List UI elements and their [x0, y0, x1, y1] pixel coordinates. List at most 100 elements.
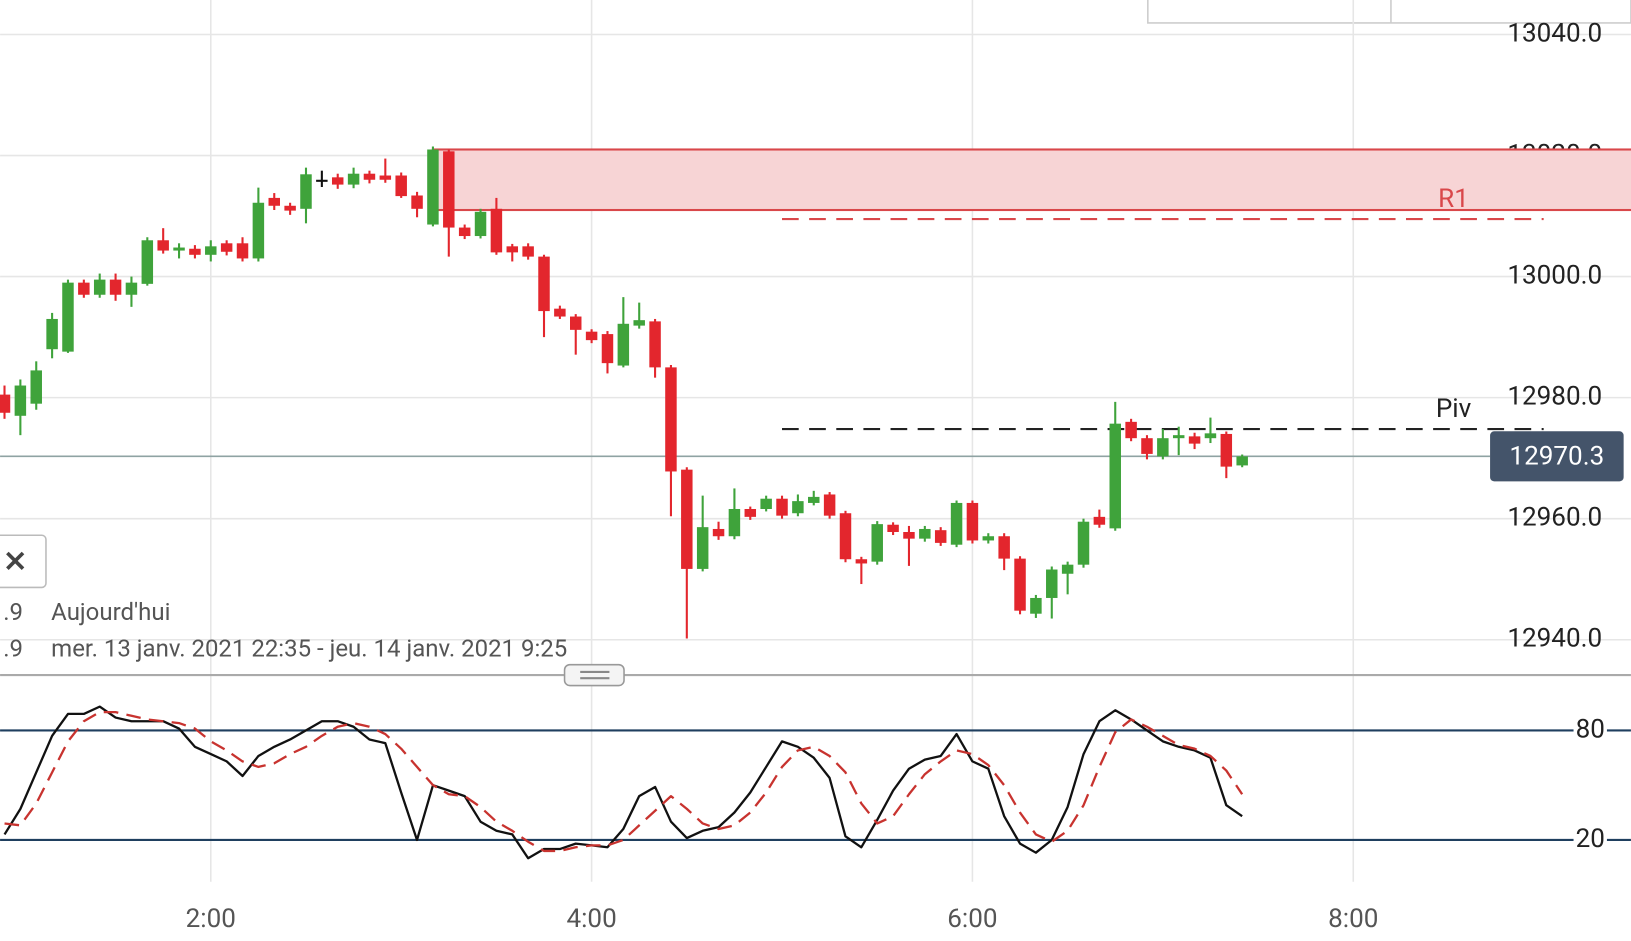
candle-body [109, 279, 122, 295]
candle-body [506, 246, 519, 253]
candle-body [427, 149, 439, 225]
candle-body [665, 367, 677, 472]
candle-body [173, 247, 185, 251]
candle-body [1204, 433, 1217, 439]
candle-body [300, 174, 312, 209]
candle-body [14, 385, 27, 416]
candle-body [998, 536, 1010, 559]
y-tick-label: 12960.0 [1507, 503, 1602, 533]
candle-body [1014, 558, 1026, 611]
candle-body [792, 501, 804, 514]
candle-body [268, 197, 280, 206]
candle-body [284, 205, 296, 211]
pivot-label: R1 [1438, 184, 1469, 214]
candle-body [538, 256, 550, 312]
resistance-zone [431, 148, 1631, 212]
candle-body [379, 175, 392, 180]
candle-body [316, 179, 328, 182]
candle-body [1093, 516, 1106, 525]
candle-body [554, 308, 566, 317]
candle-body [490, 208, 503, 253]
pivot-label: Piv [1436, 394, 1472, 424]
candle-body [839, 513, 852, 560]
candle-body [585, 331, 598, 341]
candle-body [93, 279, 106, 295]
candle-body [1188, 436, 1201, 444]
last-price-box [1490, 431, 1624, 482]
candle-body [411, 195, 423, 209]
candle-body [395, 175, 407, 197]
candle-body [871, 524, 883, 562]
oscillator-line [3, 705, 1243, 860]
candle-body [649, 321, 661, 368]
candle-body [696, 527, 709, 569]
close-button[interactable] [0, 534, 47, 589]
y-tick-label: 12940.0 [1507, 624, 1602, 654]
candle-body [1077, 521, 1090, 565]
candle-body [347, 173, 360, 185]
candle-body [744, 508, 757, 517]
candle-body [189, 248, 201, 255]
candle-body [712, 528, 725, 537]
candle-body [331, 177, 344, 185]
x-tick-label: 6:00 [947, 904, 997, 934]
candle-body [855, 559, 868, 564]
candle-body [141, 240, 154, 284]
candle-body [220, 243, 233, 252]
candle-body [30, 370, 42, 404]
info-prefix: .9 [3, 598, 23, 626]
candle-body [601, 334, 614, 364]
candle-body [474, 211, 487, 237]
candle-body [1157, 438, 1169, 457]
candle-body [966, 502, 979, 541]
last-price-label: 12970.3 [1509, 441, 1604, 471]
candle-body [78, 282, 90, 295]
candle-body [363, 173, 376, 180]
candle-body [934, 530, 947, 543]
candle-body [1061, 564, 1074, 574]
candle-body [808, 496, 820, 503]
candle-body [681, 469, 693, 569]
candle-body [1109, 423, 1121, 529]
candle-body [1046, 569, 1058, 598]
candle-body [252, 202, 265, 259]
x-tick-label: 4:00 [566, 904, 616, 934]
pane-resize-handle[interactable] [563, 663, 625, 687]
y-tick-label: 13000.0 [1507, 260, 1602, 290]
candle-body [205, 246, 217, 255]
candle-body [823, 494, 836, 516]
candle-body [617, 323, 630, 366]
candle-body [1125, 421, 1137, 439]
y-tick-label: 80 [1576, 714, 1605, 744]
candle-body [887, 524, 899, 532]
candle-body [1236, 456, 1248, 466]
candle-body [1141, 438, 1153, 454]
info-prefix: .9 [3, 634, 23, 662]
candle-body [46, 318, 58, 350]
candle-body [633, 320, 645, 326]
candle-body [760, 498, 772, 509]
info-row: Aujourd'hui [51, 598, 170, 626]
candle-body [570, 316, 582, 330]
candle-body [157, 240, 169, 251]
y-tick-label: 12980.0 [1507, 382, 1602, 412]
candle-body [728, 508, 741, 537]
candle-body [1172, 435, 1185, 439]
x-tick-label: 2:00 [186, 904, 236, 934]
candle-body [982, 536, 995, 541]
candle-body [1030, 597, 1042, 614]
candle-body [903, 531, 915, 539]
candle-body [62, 282, 74, 352]
candle-body [1220, 433, 1233, 467]
x-tick-label: 8:00 [1328, 904, 1378, 934]
oscillator-line [4, 710, 1244, 853]
candle-body [950, 502, 963, 545]
candle-body [919, 528, 931, 539]
y-tick-label: 13040.0 [1507, 18, 1602, 48]
y-tick-label: 20 [1576, 824, 1605, 854]
candle-body [0, 394, 11, 413]
candle-body [776, 498, 788, 516]
